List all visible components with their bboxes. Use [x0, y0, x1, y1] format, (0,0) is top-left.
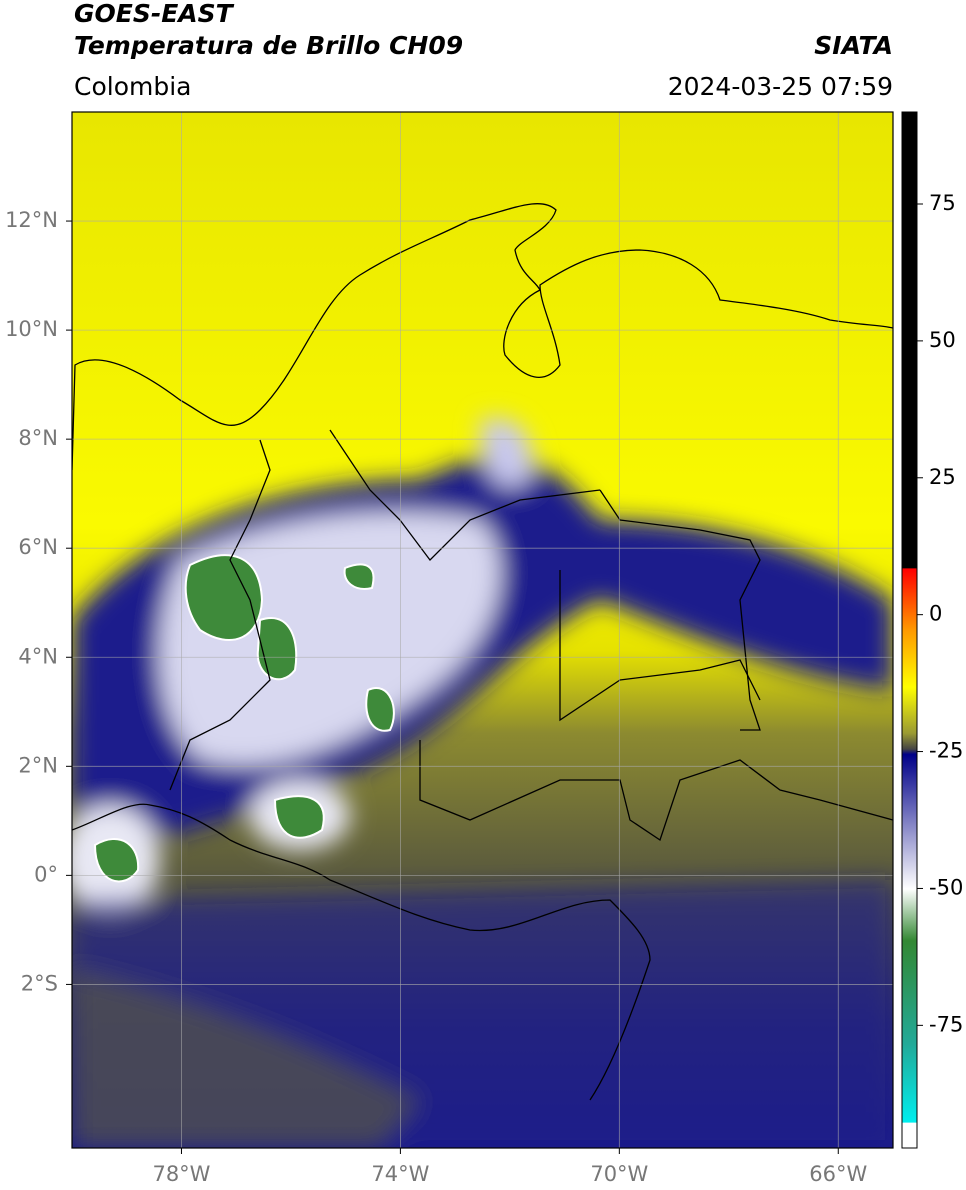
- y-tick-label: 10°N: [5, 317, 58, 341]
- title: GOES-EAST: [74, 0, 235, 28]
- y-tick-label: 2°N: [18, 753, 58, 777]
- y-tick-label: 2°S: [21, 971, 58, 995]
- y-tick-label: 6°N: [18, 535, 58, 559]
- region: Colombia: [74, 72, 191, 101]
- y-tick-label: 8°N: [18, 426, 58, 450]
- subtitle: Temperatura de Brillo CH09: [74, 31, 463, 60]
- colorbar-tick-label: 50: [929, 328, 956, 352]
- map-frame: [71, 111, 894, 1149]
- x-tick-label: 74°W: [371, 1162, 429, 1186]
- colorbar-tick-label: -50: [929, 875, 963, 899]
- colorbar: [901, 111, 918, 1149]
- source: SIATA: [814, 31, 893, 60]
- datetime: 2024-03-25 07:59: [668, 72, 893, 101]
- x-tick-label: 66°W: [809, 1162, 867, 1186]
- y-tick-label: 12°N: [5, 208, 58, 232]
- colorbar-tick-label: -25: [929, 739, 963, 763]
- y-tick-label: 4°N: [18, 644, 58, 668]
- colorbar-tick-label: 75: [929, 191, 956, 215]
- x-tick-label: 70°W: [590, 1162, 648, 1186]
- colorbar-tick-label: 0: [929, 602, 942, 626]
- colorbar-tick-label: -75: [929, 1012, 963, 1036]
- x-tick-label: 78°W: [152, 1162, 210, 1186]
- colorbar-tick-label: 25: [929, 465, 956, 489]
- y-tick-label: 0°: [34, 862, 58, 886]
- graticule: [72, 112, 893, 1148]
- imagery: [72, 112, 893, 1148]
